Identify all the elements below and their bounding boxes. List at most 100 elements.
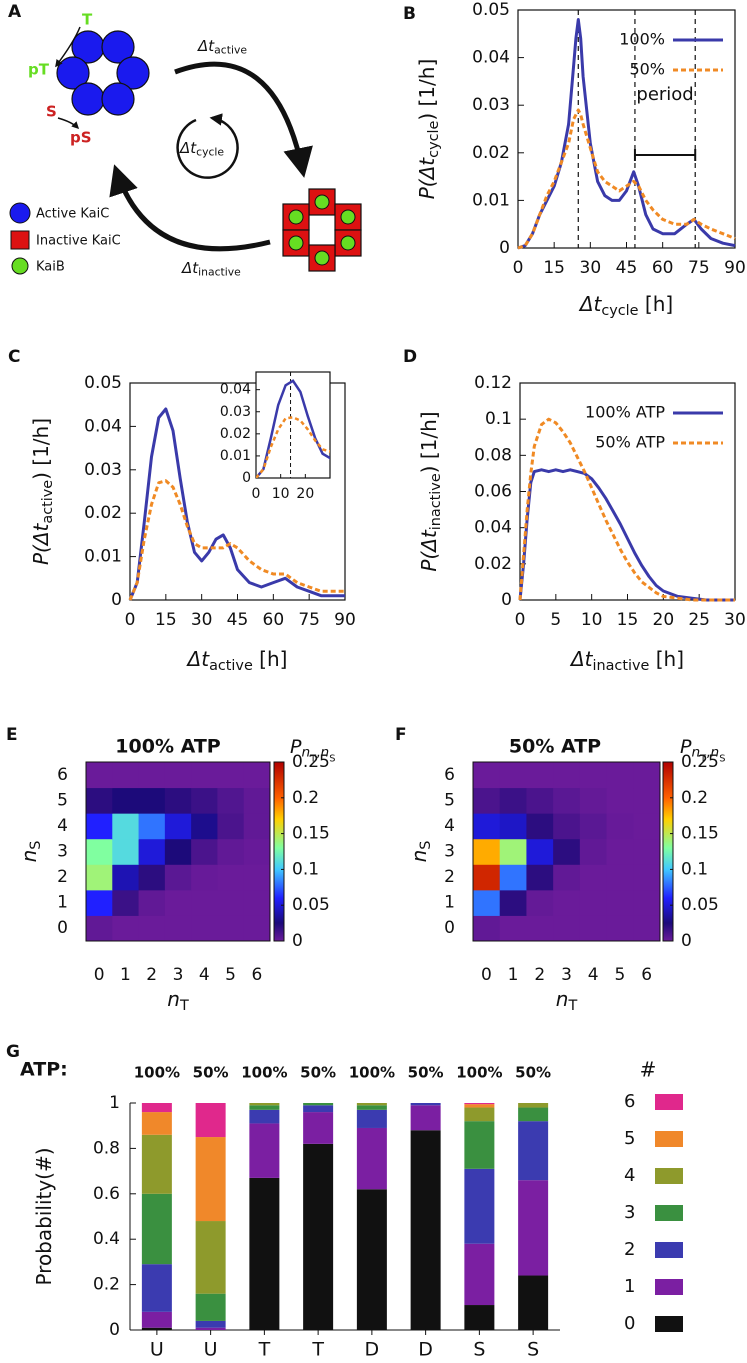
heatmap-cell: [217, 889, 245, 916]
x-tick-label: 30: [191, 610, 213, 630]
heatmap-cell: [606, 813, 634, 840]
heatmap-cell: [164, 889, 192, 916]
label-part: active: [209, 658, 253, 674]
legend-swatch: [655, 1279, 683, 1295]
heatmap-cell: [633, 864, 661, 891]
colorbar-tick-label: 0.2: [681, 788, 708, 808]
legend-symbol: [11, 257, 29, 275]
heatmap-cell: [112, 838, 140, 865]
label-t: T: [82, 11, 93, 29]
legend-symbol: [9, 202, 31, 224]
heatmap-cell: [606, 762, 634, 789]
heatmap-cell: [243, 915, 271, 942]
phospho-arrow: [55, 26, 81, 68]
bar-segment: [356, 1105, 387, 1110]
label-part: P: [290, 736, 302, 758]
heatmap-cell: [526, 889, 554, 916]
heatmap-cell: [217, 762, 245, 789]
label-part: S: [28, 841, 44, 850]
y-axis-label: nS: [17, 841, 45, 863]
chart-title: 50% ATP: [509, 736, 601, 758]
heatmap-cell: [473, 813, 501, 840]
x-tick-label: U: [204, 1339, 218, 1361]
bar-label: 50%: [515, 1064, 551, 1082]
colorbar-tick-label: 0.25: [292, 752, 330, 772]
heatmap-cell: [191, 915, 218, 942]
x-tick-label: 30: [724, 610, 746, 630]
bar-segment: [249, 1123, 280, 1178]
bar-segment: [518, 1121, 549, 1181]
plot-frame: [472, 761, 661, 942]
heatmap-cell: [164, 762, 192, 789]
x-tick-label: 5: [615, 965, 626, 985]
label-part: T: [309, 753, 317, 764]
bar-segment: [464, 1107, 495, 1122]
label-part: Δt: [179, 139, 197, 157]
label-pt: pT: [28, 61, 50, 79]
legend-swatch: [655, 1168, 683, 1184]
x-tick-label: 75: [298, 610, 320, 630]
label-part: n: [321, 745, 330, 761]
y-tick-label: 6: [57, 765, 68, 785]
panel-letter: A: [8, 2, 22, 22]
data-line: [128, 407, 345, 601]
x-tick-label: 0: [125, 610, 136, 630]
x-tick-label: 3: [173, 965, 184, 985]
heatmap-cell: [191, 889, 218, 916]
label-part: Δt: [578, 292, 603, 316]
x-tick-label: T: [311, 1339, 324, 1361]
label-part: P(: [415, 178, 439, 199]
legend-label: 6: [624, 1091, 635, 1112]
heatmap-cell: [499, 787, 527, 814]
heatmap-cell: [579, 915, 608, 942]
x-tick-label: 90: [334, 610, 356, 630]
heatmap-cell: [191, 813, 218, 840]
x-tick-label: 0: [94, 965, 105, 985]
x-tick-label: 4: [199, 965, 210, 985]
heatmap-cell: [499, 813, 527, 840]
label-part: active: [214, 44, 247, 57]
heatmap-cell: [499, 838, 527, 865]
y-tick-label: 0.04: [84, 416, 122, 436]
colorbar-tick-label: 0.15: [681, 824, 719, 844]
y-tick-label: 3: [57, 842, 68, 862]
y-tick-label: 0.05: [472, 0, 510, 20]
bar-segment: [464, 1243, 495, 1306]
y-axis-label: nS: [407, 841, 435, 863]
bar-segment: [195, 1320, 226, 1328]
colorbar-tick-label: 0: [681, 931, 692, 951]
y-tick-label: 0: [501, 590, 512, 610]
legend-label: Inactive KaiC: [36, 234, 121, 249]
legend-label: Active KaiC: [36, 207, 109, 222]
bar-segment: [303, 1143, 334, 1330]
inset-plot: [256, 372, 330, 478]
y-tick-label: 0.02: [474, 554, 512, 574]
heatmap-cell: [217, 838, 245, 865]
label-part: n: [711, 745, 720, 761]
bar-segment: [195, 1293, 226, 1321]
label-part: [h]: [253, 647, 288, 671]
y-axis-label: P(Δtcycle) [1/h]: [415, 59, 443, 200]
y-axis-label: P(Δtinactive) [1/h]: [417, 411, 445, 571]
bar-segment: [464, 1305, 495, 1330]
x-axis-label: Δtcycle [h]: [578, 292, 673, 320]
panel-a-diagram: A T pT S pS Active KaiC Inactive KaiC Ka…: [8, 2, 362, 275]
y-tick-label: 0.6: [93, 1184, 120, 1204]
y-tick-label: 0.01: [472, 190, 510, 210]
label-part: ,: [316, 745, 320, 761]
heatmap-cell: [473, 762, 501, 789]
label-part: n: [167, 987, 180, 1011]
delta-t-active: Δtactive: [197, 37, 247, 57]
legend-label: 50% ATP: [595, 433, 665, 452]
heatmap-cell: [553, 915, 581, 942]
heatmap-cell: [112, 813, 140, 840]
y-tick-label: 0: [444, 918, 455, 938]
kaib: [288, 194, 356, 266]
bar-label: 100%: [134, 1064, 180, 1082]
heatmap-cell: [243, 838, 271, 865]
label-part: ) [1/h]: [415, 59, 439, 121]
colorbar-tick-label: 0.15: [292, 824, 330, 844]
y-tick-label: 2: [444, 867, 455, 887]
legend-swatch: [655, 1205, 683, 1221]
bar-segment: [141, 1103, 172, 1113]
